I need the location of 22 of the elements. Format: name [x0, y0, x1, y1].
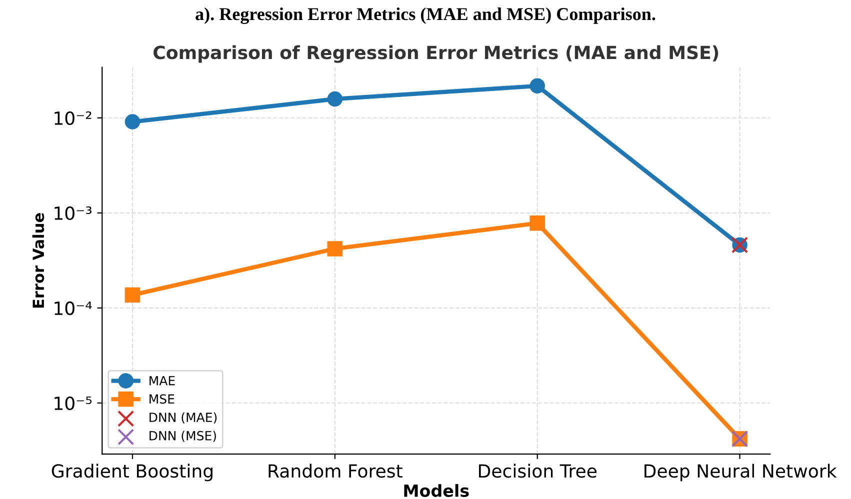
y-tick-label: 10⁻²: [54, 111, 92, 125]
chart-title: Comparison of Regression Error Metrics (MAE and MSE): [154, 45, 718, 63]
x-tick-label: Deep Neural Network: [644, 464, 837, 482]
legend-label: DNN (MAE): [150, 412, 217, 424]
x-axis-title: Models: [404, 484, 469, 497]
point: [327, 91, 343, 107]
legend-label: MSE: [150, 394, 174, 404]
point: [530, 216, 545, 231]
point: [124, 114, 140, 130]
y-tick-label: 10⁻³: [54, 206, 92, 220]
legend-label: DNN (MSE): [150, 430, 216, 442]
x-tick-label: Gradient Boosting: [52, 464, 212, 482]
point: [124, 287, 140, 303]
x-tick-label: Random Forest: [268, 464, 402, 478]
x-tick-label: Decision Tree: [479, 464, 596, 478]
text: a). Regression Error Metrics (MAE and MSE) Comparison.: [196, 7, 656, 24]
y-axis-title: Error Value: [32, 213, 44, 308]
point: [530, 78, 545, 94]
y-tick-label: 10⁻⁵: [54, 396, 92, 410]
legend-label: MAE: [150, 376, 175, 386]
point: [327, 241, 343, 256]
y-tick-label: 10⁻⁴: [54, 301, 92, 316]
